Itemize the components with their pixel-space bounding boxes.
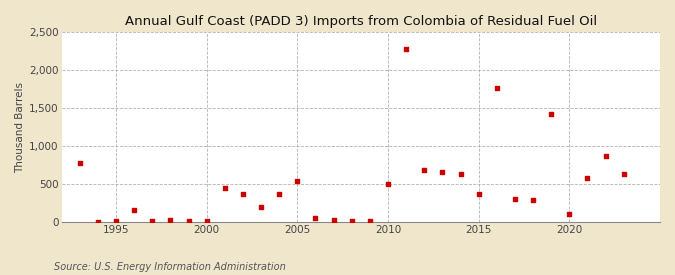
Point: [238, 192, 248, 196]
Title: Annual Gulf Coast (PADD 3) Imports from Colombia of Residual Fuel Oil: Annual Gulf Coast (PADD 3) Imports from …: [125, 15, 597, 28]
Point: [491, 86, 502, 90]
Point: [510, 197, 520, 201]
Point: [147, 219, 158, 223]
Point: [165, 218, 176, 222]
Point: [564, 212, 574, 216]
Point: [274, 191, 285, 196]
Point: [455, 172, 466, 176]
Point: [111, 219, 122, 224]
Point: [92, 219, 103, 224]
Point: [419, 168, 430, 172]
Point: [129, 208, 140, 213]
Point: [201, 219, 212, 223]
Point: [528, 197, 539, 202]
Point: [346, 218, 357, 223]
Point: [328, 218, 339, 222]
Point: [183, 218, 194, 223]
Point: [292, 179, 302, 183]
Point: [546, 112, 557, 116]
Point: [74, 161, 85, 165]
Point: [473, 191, 484, 196]
Point: [401, 47, 412, 52]
Point: [256, 205, 267, 210]
Point: [310, 216, 321, 220]
Point: [383, 182, 394, 186]
Point: [364, 219, 375, 224]
Point: [219, 186, 230, 190]
Point: [582, 175, 593, 180]
Y-axis label: Thousand Barrels: Thousand Barrels: [15, 82, 25, 173]
Text: Source: U.S. Energy Information Administration: Source: U.S. Energy Information Administ…: [54, 262, 286, 272]
Point: [618, 172, 629, 177]
Point: [437, 170, 448, 174]
Point: [600, 154, 611, 158]
